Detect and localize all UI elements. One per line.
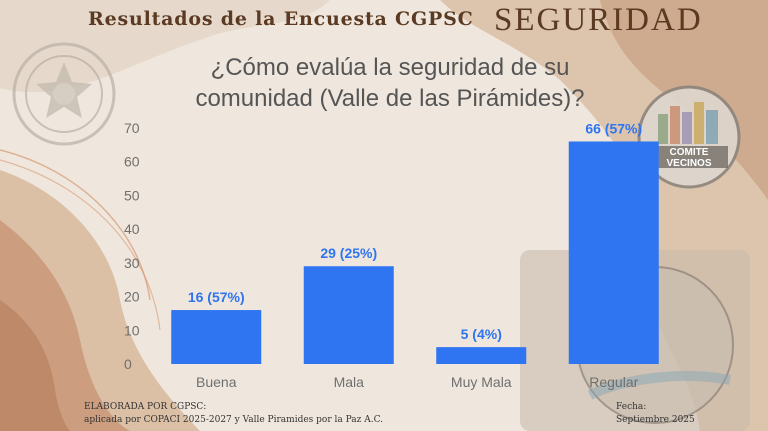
y-tick-label: 30 (124, 255, 140, 271)
y-tick-label: 0 (124, 356, 132, 372)
report-title: Resultados de la Encuesta CGPSC (88, 8, 474, 30)
bar-regular (568, 141, 659, 364)
footer-credits-line1: ELABORADA POR CGPSC: (84, 402, 207, 412)
footer-credits-line2: aplicada por COPACI 2025-2027 y Valle Pi… (84, 415, 383, 425)
data-label: 5 (4%) (461, 326, 502, 342)
footer-date-label: Fecha: (616, 402, 647, 412)
x-tick-label: Muy Mala (451, 374, 512, 390)
bar-mala (303, 266, 394, 364)
x-tick-label: Mala (334, 374, 365, 390)
data-label: 66 (57%) (585, 120, 642, 136)
footer-date-value: Septiembre 2025 (616, 415, 695, 425)
bar-buena (171, 310, 262, 364)
y-tick-label: 70 (124, 120, 140, 136)
y-tick-label: 60 (124, 154, 140, 170)
x-tick-label: Buena (196, 374, 237, 390)
y-tick-label: 50 (124, 187, 140, 203)
y-tick-label: 10 (124, 322, 140, 338)
footer-credits: ELABORADA POR CGPSC: aplicada por COPACI… (84, 401, 383, 427)
bar-muy-mala (436, 347, 527, 364)
comite-vecinos-logo: COMITE VECINOS (637, 85, 741, 189)
data-label: 16 (57%) (188, 289, 245, 305)
svg-text:COMITE: COMITE (670, 147, 709, 158)
chart-title: ¿Cómo evalúa la seguridad de su comunida… (195, 54, 585, 112)
data-label: 29 (25%) (320, 245, 377, 261)
footer-date: Fecha: Septiembre 2025 (616, 401, 695, 427)
report-topic: SEGURIDAD (494, 2, 703, 38)
seal-logo (12, 42, 116, 146)
x-tick-label: Regular (589, 374, 638, 390)
y-tick-label: 20 (124, 289, 140, 305)
y-tick-label: 40 (124, 221, 140, 237)
svg-text:VECINOS: VECINOS (666, 158, 711, 169)
